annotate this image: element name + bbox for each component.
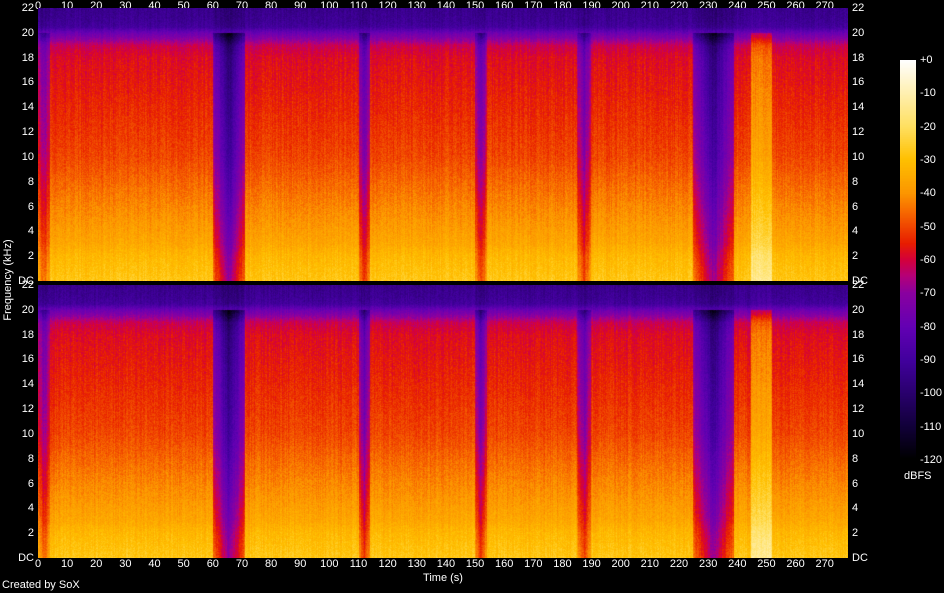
spectrogram-panel-right xyxy=(38,285,848,558)
colorbar-label: dBFS xyxy=(904,470,932,482)
colorbar-ticks: +0-10-20-30-40-50-60-70-80-90-100-110-12… xyxy=(918,60,944,460)
colorbar-canvas xyxy=(900,60,916,460)
credit-text: Created by SoX xyxy=(2,579,80,591)
x-axis-label: Time (s) xyxy=(38,572,848,584)
spectrogram-canvas xyxy=(38,285,848,558)
spectrogram-canvas xyxy=(38,8,848,281)
y-axis-ticks-left: DC246810121416182022DC246810121416182022 xyxy=(0,8,36,558)
plot-area xyxy=(38,8,848,558)
x-axis-ticks-bottom: 0102030405060708090100110120130140150160… xyxy=(38,558,848,572)
spectrogram-figure: { "credit": "Created by SoX", "xlabel": … xyxy=(0,0,944,593)
colorbar xyxy=(900,60,916,460)
spectrogram-panel-left xyxy=(38,8,848,281)
y-axis-ticks-right: DC246810121416182022DC246810121416182022 xyxy=(850,8,878,558)
